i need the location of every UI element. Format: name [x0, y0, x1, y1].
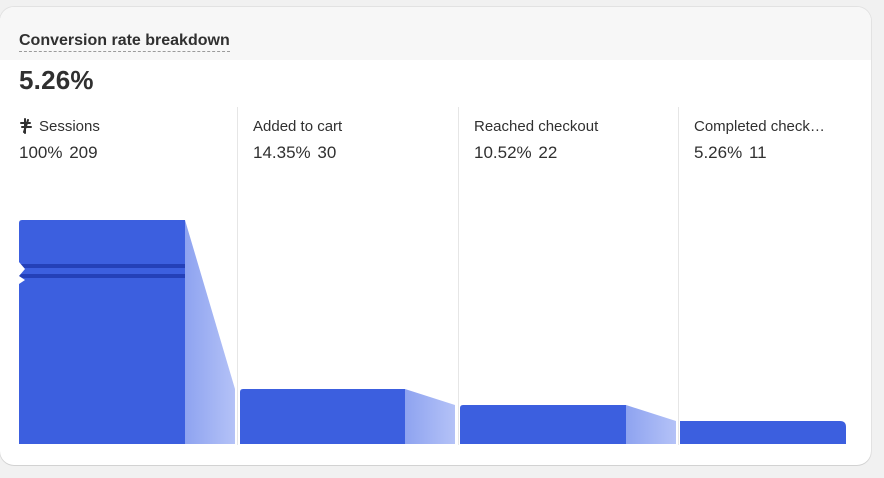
stage-count: 22	[538, 143, 558, 162]
stage-stats-completed-checkout: 5.26% 11	[694, 143, 767, 163]
funnel-bar-notch	[19, 262, 25, 284]
funnel-connector	[405, 389, 455, 444]
stage-count: 30	[317, 143, 337, 162]
stage-divider	[237, 107, 238, 445]
stage-count: 11	[748, 143, 767, 162]
stage-percent: 5.26%	[694, 143, 743, 162]
funnel-bar-completed-checkout[interactable]	[680, 421, 846, 444]
stage-divider	[458, 107, 459, 445]
stage-percent: 14.35%	[253, 143, 311, 162]
funnel-connector	[626, 405, 676, 444]
funnel-bar-sessions[interactable]	[19, 220, 185, 444]
stage-count: 209	[69, 143, 98, 162]
funnel-bar-stripe	[19, 274, 185, 278]
stage-stats-added-to-cart: 14.35% 30	[253, 143, 336, 163]
funnel-bar-added-to-cart[interactable]	[240, 389, 405, 444]
stage-label-added-to-cart: Added to cart	[253, 118, 343, 135]
conversion-rate-value: 5.26%	[19, 65, 94, 95]
stage-label-reached-checkout: Reached checkout	[474, 118, 599, 135]
stage-percent: 100%	[19, 143, 63, 162]
stage-label-sessions: Sessions	[19, 118, 100, 138]
stage-percent: 10.52%	[474, 143, 532, 162]
card-title[interactable]: Conversion rate breakdown	[19, 32, 230, 52]
stage-stats-sessions: 100% 209	[19, 143, 98, 163]
stage-divider	[678, 107, 679, 445]
stage-stats-reached-checkout: 10.52% 22	[474, 143, 557, 163]
stage-label-text: Sessions	[39, 118, 100, 135]
stage-label-completed-checkout: Completed check…	[694, 118, 825, 135]
funnel-connector	[185, 220, 235, 444]
funnel-bar-stripe	[19, 264, 185, 268]
sessions-split-icon	[19, 118, 33, 138]
funnel-bar-reached-checkout[interactable]	[460, 405, 626, 444]
